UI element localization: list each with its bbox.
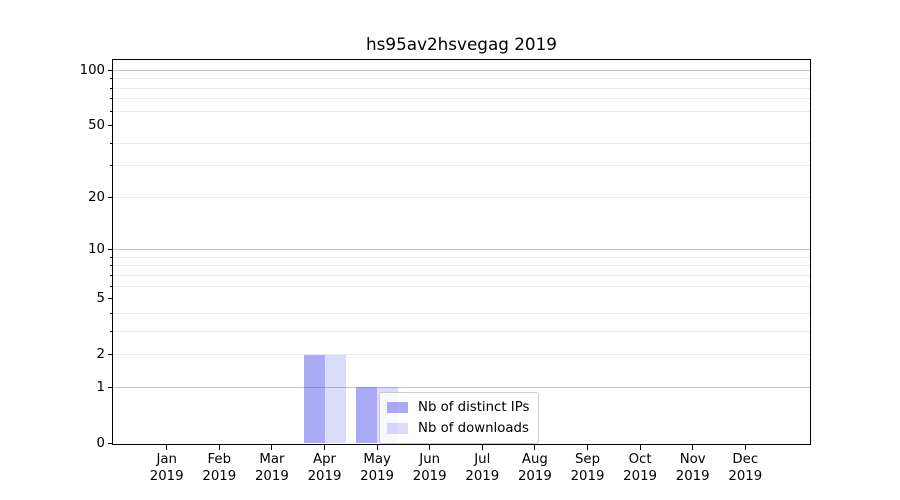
x-tick-label-dec: Dec 2019 — [710, 451, 780, 485]
x-tick-label-jan: Jan 2019 — [132, 451, 202, 485]
legend-label-downloads: Nb of downloads — [418, 421, 529, 436]
legend-swatch-downloads — [387, 423, 408, 434]
y-tick-label-20: 20 — [88, 189, 105, 205]
x-tick-month: Dec — [732, 451, 759, 467]
x-tick-year: 2019 — [570, 468, 605, 484]
x-tick-month: Nov — [679, 451, 706, 467]
x-tick-year: 2019 — [360, 468, 395, 484]
x-tick-label-feb: Feb 2019 — [184, 451, 254, 485]
x-tick-month: Apr — [312, 451, 336, 467]
x-tick-label-nov: Nov 2019 — [658, 451, 728, 485]
plot-area-frame — [111, 59, 812, 445]
x-tick-year: 2019 — [412, 468, 447, 484]
y-tick-label-10: 10 — [88, 242, 105, 258]
x-tick-may — [376, 445, 378, 450]
x-tick-label-jul: Jul 2019 — [447, 451, 517, 485]
y-tick-label-5: 5 — [96, 291, 105, 307]
x-tick-year: 2019 — [675, 468, 710, 484]
x-tick-label-oct: Oct 2019 — [605, 451, 675, 485]
y-tick-label-0: 0 — [96, 436, 105, 451]
y-tick-label-1: 1 — [96, 379, 105, 395]
legend-swatch-distinct-ips — [387, 402, 408, 413]
x-tick-jan — [166, 445, 168, 450]
x-tick-label-apr: Apr 2019 — [290, 451, 360, 485]
x-tick-year: 2019 — [728, 468, 763, 484]
legend-entry-downloads: Nb of downloads — [387, 418, 529, 439]
x-tick-month: Mar — [259, 451, 285, 467]
x-tick-month: Jan — [156, 451, 177, 467]
x-tick-oct — [639, 445, 641, 450]
x-tick-month: May — [363, 451, 391, 467]
x-tick-month: Aug — [521, 451, 548, 467]
x-tick-dec — [744, 445, 746, 450]
x-tick-label-sep: Sep 2019 — [553, 451, 623, 485]
x-tick-mar — [271, 445, 273, 450]
x-tick-month: Jun — [419, 451, 441, 467]
x-tick-month: Jul — [474, 451, 491, 467]
legend-label-distinct-ips: Nb of distinct IPs — [418, 400, 530, 415]
x-tick-month: Oct — [628, 451, 652, 467]
x-tick-label-aug: Aug 2019 — [500, 451, 570, 485]
y-tick-label-2: 2 — [96, 347, 105, 363]
x-tick-year: 2019 — [254, 468, 289, 484]
legend-entry-distinct-ips: Nb of distinct IPs — [387, 397, 529, 418]
x-tick-jun — [429, 445, 431, 450]
x-tick-year: 2019 — [465, 468, 500, 484]
x-tick-feb — [218, 445, 220, 450]
y-tick-label-50: 50 — [88, 118, 105, 134]
x-tick-nov — [692, 445, 694, 450]
x-tick-year: 2019 — [202, 468, 237, 484]
x-tick-apr — [323, 445, 326, 450]
x-tick-jul — [481, 445, 483, 450]
x-tick-aug — [534, 445, 536, 450]
x-tick-sep — [586, 445, 589, 450]
x-tick-label-mar: Mar 2019 — [237, 451, 307, 485]
x-tick-month: Feb — [207, 451, 232, 467]
x-tick-year: 2019 — [623, 468, 658, 484]
x-tick-year: 2019 — [307, 468, 342, 484]
x-tick-year: 2019 — [517, 468, 552, 484]
x-tick-label-jun: Jun 2019 — [395, 451, 465, 485]
chart-title: hs95av2hsvegag 2019 — [366, 34, 557, 54]
y-tick-label-100: 100 — [79, 62, 105, 78]
x-tick-year: 2019 — [149, 468, 184, 484]
x-tick-month: Sep — [574, 451, 601, 467]
legend: Nb of distinct IPs Nb of downloads — [379, 392, 540, 444]
x-tick-label-may: May 2019 — [342, 451, 412, 485]
